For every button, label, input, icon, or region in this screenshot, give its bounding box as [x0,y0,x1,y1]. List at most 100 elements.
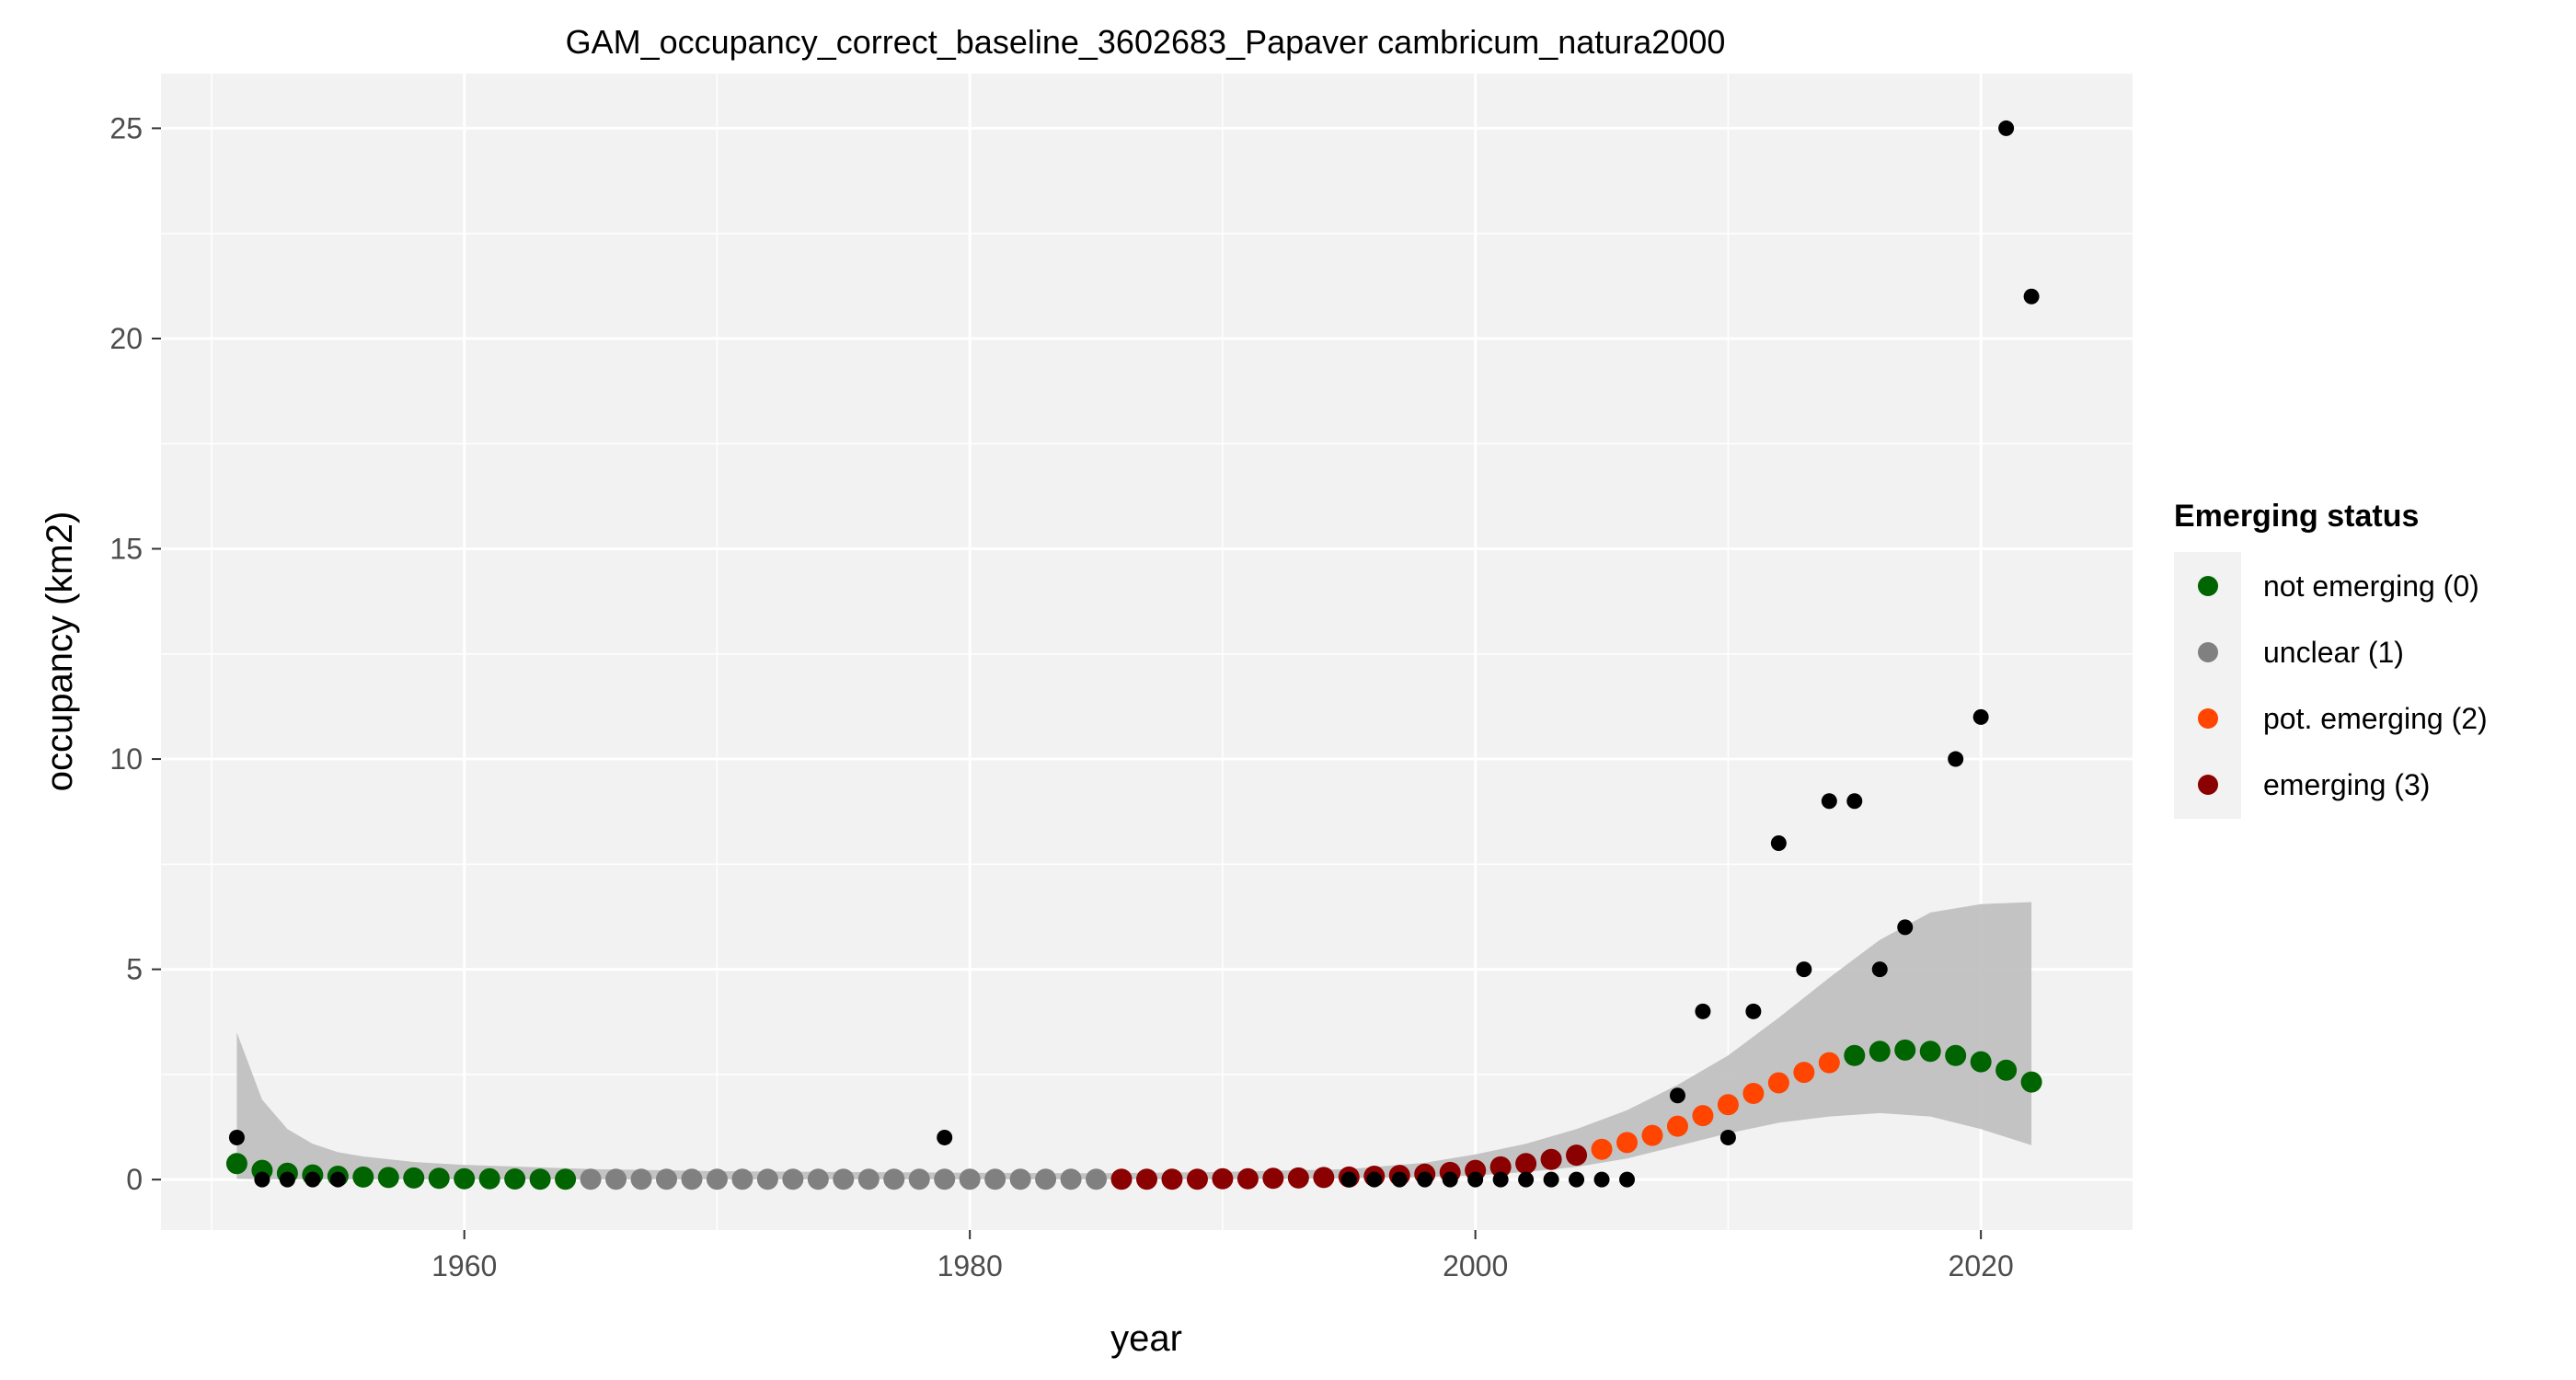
fitted-point [1717,1094,1739,1116]
legend-keys-bg [2174,552,2241,819]
legend-key [2198,642,2218,662]
fitted-point [1869,1041,1891,1063]
legend-key [2198,708,2218,729]
fitted-point [580,1168,602,1190]
fitted-point [555,1168,577,1190]
observed-point [1593,1171,1610,1188]
observed-point [1518,1171,1535,1188]
observed-point [1796,961,1812,978]
observed-point [1770,834,1787,851]
grid-minor [161,74,2133,1230]
observed-point [1467,1171,1484,1188]
fitted-point [883,1168,905,1190]
observed-point [1619,1171,1636,1188]
observed-point [1998,120,2015,136]
fitted-point [857,1168,880,1190]
observed-point [1569,1171,1585,1188]
fitted-point [655,1168,677,1190]
observed-point [1492,1171,1509,1188]
fitted-point [1287,1167,1309,1189]
y-axis: 0 5 10 15 20 25 [109,111,161,1196]
fitted-point [352,1166,374,1188]
chart-title: GAM_occupancy_correct_baseline_3602683_P… [566,23,1726,61]
y-tick-label: 10 [109,742,143,776]
observed-point [279,1171,295,1188]
fitted-point [908,1168,930,1190]
observed-points [228,120,2040,1188]
legend-label: emerging (3) [2263,768,2430,801]
fitted-point [1767,1072,1789,1094]
legend-title: Emerging status [2174,499,2419,534]
fitted-point [504,1167,526,1190]
fitted-point [1591,1138,1613,1160]
observed-point [1442,1171,1458,1188]
observed-point [1948,751,1964,767]
legend-items: not emerging (0) unclear (1) pot. emerging… [2198,569,2488,801]
fitted-point [1692,1105,1714,1127]
observed-point [1972,708,1989,725]
y-tick-label: 0 [126,1163,143,1196]
observed-point [1897,919,1914,936]
fitted-point [454,1167,476,1190]
fitted-point [1540,1148,1562,1170]
fitted-point [630,1168,652,1190]
fitted-point [478,1167,500,1190]
observed-point [1543,1171,1559,1188]
fitted-point [1110,1168,1133,1190]
fitted-point [1793,1062,1815,1084]
observed-point [1391,1171,1408,1188]
fitted-point [403,1167,425,1189]
observed-point [1719,1129,1736,1145]
fitted-point [1970,1051,1992,1073]
observed-point [1846,793,1863,810]
fitted-point [1919,1041,1941,1063]
observed-point [1366,1171,1383,1188]
fitted-point [1818,1052,1840,1074]
fitted-point [428,1167,450,1190]
fitted-point [1894,1039,1916,1061]
fitted-point [605,1168,627,1190]
fitted-point [1844,1044,1866,1066]
observed-point [1821,793,1837,810]
observed-point [1745,1003,1762,1019]
fitted-point [2020,1071,2042,1093]
legend-label: unclear (1) [2263,636,2404,669]
y-tick-label: 20 [109,322,143,355]
x-tick-label: 1960 [431,1249,497,1282]
observed-point [1669,1087,1685,1104]
fitted-point [1212,1167,1234,1190]
observed-point [305,1171,321,1188]
y-axis-title: occupancy (km2) [40,512,80,792]
fitted-point [1086,1168,1108,1190]
fitted-point [1489,1156,1512,1178]
fitted-point [377,1167,399,1189]
fitted-point [1035,1168,1057,1190]
x-tick-label: 2020 [1949,1249,2014,1282]
fitted-point [1161,1168,1183,1190]
y-tick-label: 5 [126,953,143,986]
fitted-point [1945,1044,1967,1066]
observed-point [2023,288,2040,305]
fitted-point [681,1168,703,1190]
fitted-point [1186,1168,1208,1190]
fitted-point [529,1168,551,1190]
x-axis-title: year [1110,1318,1182,1359]
legend-key [2198,576,2218,596]
observed-point [329,1171,346,1188]
legend-label: not emerging (0) [2263,569,2479,603]
legend-key [2198,775,2218,795]
fitted-point [1236,1167,1259,1190]
x-tick-label: 1980 [937,1249,1003,1282]
observed-point [228,1129,245,1145]
fitted-point [1515,1153,1537,1175]
fitted-point [756,1168,778,1190]
legend: Emerging status not emerging (0) unclear … [2174,499,2488,819]
fitted-point [934,1168,956,1190]
x-axis: 1960 1980 2000 2020 [431,1230,2014,1282]
y-tick-label: 25 [109,111,143,144]
fitted-point [807,1168,829,1190]
legend-label: pot. emerging (2) [2263,702,2488,735]
y-tick-label: 15 [109,533,143,566]
fitted-point [706,1168,728,1190]
